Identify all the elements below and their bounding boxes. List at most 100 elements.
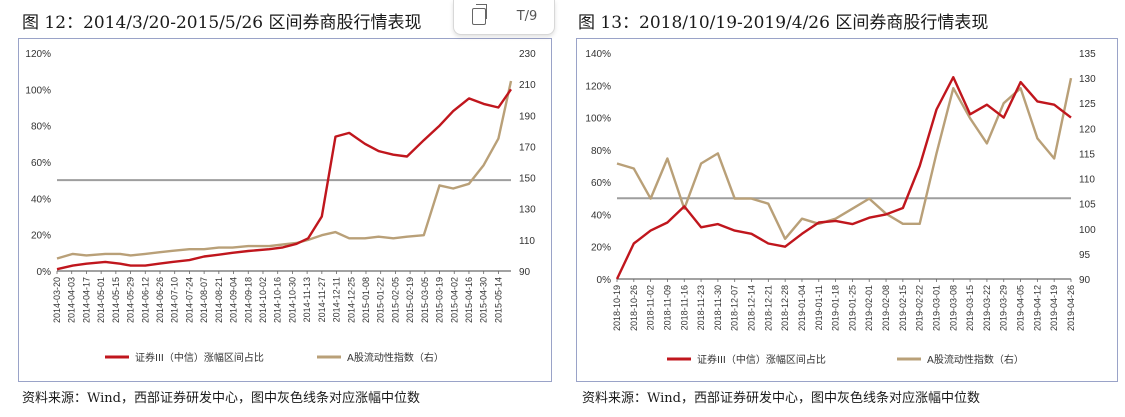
copy-button[interactable] xyxy=(464,3,494,28)
x-tick-label: 2014-11-13 xyxy=(302,277,312,322)
x-tick-label: 2015-04-16 xyxy=(464,277,474,323)
y-right-tick-label: 135 xyxy=(1079,49,1096,60)
x-tick-label: 2019-04-26 xyxy=(1066,285,1076,331)
y-left-tick-label: 100% xyxy=(25,85,51,96)
y-left-tick-label: 80% xyxy=(591,146,611,157)
y-left-tick-label: 0% xyxy=(37,267,52,278)
x-tick-label: 2014-08-07 xyxy=(199,277,209,323)
x-tick-label: 2014-05-15 xyxy=(111,277,121,323)
figure-12-chart: 0% 20% 40% 60% 80% 100% 120% 90 110 130 150 170 190 2… xyxy=(25,49,536,364)
x-tick-label: 2019-02-01 xyxy=(864,285,874,331)
y-left-tick-label: 80% xyxy=(31,122,51,133)
x-tick-label: 2019-03-22 xyxy=(982,285,992,331)
y-left-tick-label: 40% xyxy=(31,194,51,205)
y-left-tick-label: 40% xyxy=(591,210,611,221)
x-tick-label: 2014-10-02 xyxy=(258,277,268,323)
floating-toolbar: T/9 xyxy=(453,0,555,35)
x-tick-label: 2018-12-28 xyxy=(780,285,790,331)
y-left-tick-label: 20% xyxy=(591,243,611,254)
x-tick-label: 2019-01-11 xyxy=(814,285,824,330)
x-tick-label: 2019-03-29 xyxy=(999,285,1009,331)
series-liquidity-line xyxy=(616,77,1073,241)
y-right-tick-label: 210 xyxy=(519,80,536,91)
y-left-tick-label: 120% xyxy=(585,81,611,92)
x-tick-label: 2018-10-19 xyxy=(612,285,622,331)
figure-13-panel: 图 13：2018/10/19-2019/4/26 区间券商股行情表现 0% 20… xyxy=(568,0,1125,417)
x-tick-label: 2018-12-21 xyxy=(763,285,773,331)
x-tick-label: 2019-04-05 xyxy=(1016,285,1026,331)
figure-13-chart-frame: 0% 20% 40% 60% 80% 100% 120% 140% 90 95 100 105 110 1… xyxy=(576,38,1118,382)
x-tick-label: 2014-06-12 xyxy=(140,277,150,323)
x-tick-label: 2014-05-29 xyxy=(126,277,136,323)
y-right-tick-label: 170 xyxy=(519,142,536,153)
x-tick-label: 2015-02-19 xyxy=(405,277,415,323)
x-tick-label: 2015-04-30 xyxy=(479,277,489,323)
x-tick-label: 2015-05-14 xyxy=(493,277,503,323)
y-right-tick-label: 230 xyxy=(519,49,536,60)
figure-12-panel: 图 12：2014/3/20-2015/5/26 区间券商股行情表现 0% 20%… xyxy=(0,0,560,417)
y-left-tick-label: 60% xyxy=(591,178,611,189)
x-tick-label: 2019-04-12 xyxy=(1032,285,1042,331)
x-tick-label: 2019-04-19 xyxy=(1049,285,1059,331)
series-securities-line xyxy=(615,76,1072,280)
figure-12-title: 图 12：2014/3/20-2015/5/26 区间券商股行情表现 xyxy=(22,13,422,33)
x-tick-label: 2014-07-24 xyxy=(184,277,194,323)
x-tick-label: 2019-03-08 xyxy=(948,285,958,331)
y-right-tick-label: 150 xyxy=(519,174,536,185)
y-right-tick-label: 130 xyxy=(519,205,536,216)
y-right-tick-label: 120 xyxy=(1079,124,1096,135)
x-tick-label: 2015-03-19 xyxy=(435,277,445,323)
x-tick-label: 2019-01-25 xyxy=(847,285,857,331)
figure-13-chart: 0% 20% 40% 60% 80% 100% 120% 140% 90 95 100 105 110 1… xyxy=(585,49,1096,366)
x-tick-label: 2018-11-30 xyxy=(713,285,723,330)
y-right-tick-label: 190 xyxy=(519,111,536,122)
x-tick-label: 2014-10-30 xyxy=(287,277,297,323)
y-left-tick-label: 120% xyxy=(25,49,51,60)
copy-icon xyxy=(472,3,487,25)
x-tick-label: 2015-02-05 xyxy=(390,277,400,323)
x-tick-label: 2018-10-26 xyxy=(629,285,639,331)
y-left-tick-label: 100% xyxy=(585,114,611,125)
x-tick-label: 2014-09-18 xyxy=(243,277,253,323)
x-tick-label: 2019-02-08 xyxy=(881,285,891,331)
x-tick-label: 2015-03-05 xyxy=(420,277,430,323)
x-tick-label: 2015-04-02 xyxy=(449,277,459,323)
x-tick-label: 2014-06-26 xyxy=(155,277,165,323)
y-right-tick-label: 115 xyxy=(1079,149,1095,160)
y-left-tick-label: 0% xyxy=(597,275,612,286)
y-right-tick-label: 105 xyxy=(1079,200,1096,211)
figure-13-source: 资料来源：Wind，西部证券研发中心，图中灰色线条对应涨幅中位数 xyxy=(582,391,980,406)
y-right-tick-label: 90 xyxy=(519,267,531,278)
y-left-tick-label: 60% xyxy=(31,158,51,169)
y-left-tick-label: 20% xyxy=(31,231,51,242)
x-tick-label: 2014-04-17 xyxy=(81,277,91,323)
x-tick-label: 2014-12-25 xyxy=(346,277,356,323)
legend-label: 证券III（中信）涨幅区间占比 xyxy=(135,351,264,364)
y-left-tick-label: 140% xyxy=(585,49,611,60)
x-tick-label: 2014-12-11 xyxy=(332,277,342,322)
x-tick-label: 2019-03-15 xyxy=(965,285,975,331)
legend-label: 证券III（中信）涨幅区间占比 xyxy=(697,353,826,366)
x-tick-label: 2014-04-03 xyxy=(67,277,77,323)
x-tick-label: 2014-08-21 xyxy=(214,277,224,323)
x-tick-label: 2019-02-15 xyxy=(898,285,908,331)
series-securities-line xyxy=(56,88,512,271)
y-right-tick-label: 130 xyxy=(1079,74,1096,85)
x-tick-label: 2018-11-16 xyxy=(679,285,689,330)
y-right-tick-label: 110 xyxy=(1079,175,1095,186)
y-right-tick-label: 125 xyxy=(1079,99,1096,110)
figure-12-chart-frame: 0% 20% 40% 60% 80% 100% 120% 90 110 130 150 170 190 2… xyxy=(18,38,552,382)
x-tick-label: 2014-03-20 xyxy=(52,277,62,323)
x-tick-label: 2014-05-01 xyxy=(96,277,106,323)
translate-button[interactable]: T/9 xyxy=(516,8,538,24)
series-liquidity-line xyxy=(56,80,513,260)
y-right-tick-label: 100 xyxy=(1079,225,1096,236)
x-tick-label: 2019-01-04 xyxy=(797,285,807,331)
x-tick-label: 2018-12-07 xyxy=(730,285,740,331)
x-tick-label: 2019-01-18 xyxy=(831,285,841,331)
y-right-tick-label: 90 xyxy=(1079,275,1091,286)
x-tick-label: 2014-09-04 xyxy=(229,277,239,323)
legend-label: A股流动性指数（右） xyxy=(927,353,1024,366)
figure-13-title: 图 13：2018/10/19-2019/4/26 区间券商股行情表现 xyxy=(578,13,989,33)
